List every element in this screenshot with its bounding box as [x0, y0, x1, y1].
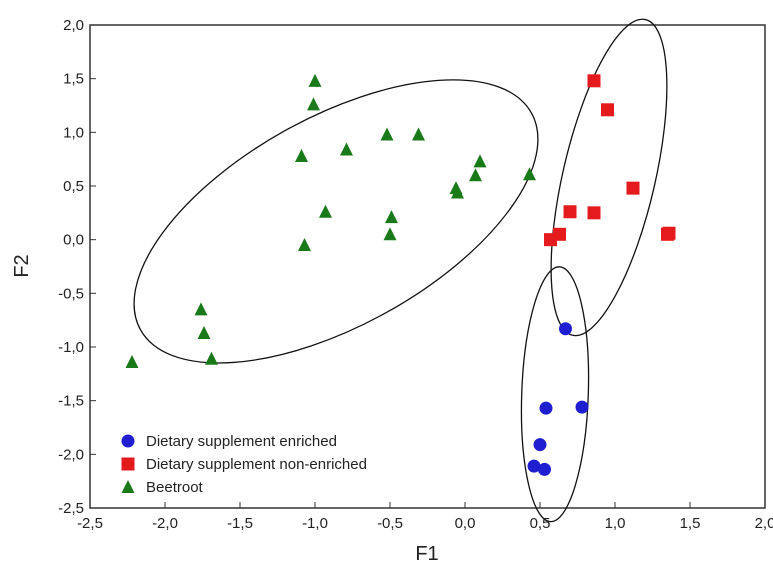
- square-point: [626, 181, 640, 195]
- y-tick-label: 1,5: [63, 71, 84, 88]
- circle-point: [539, 401, 553, 415]
- triangle-point: [307, 97, 320, 111]
- square-point: [587, 74, 601, 88]
- legend-label: Dietary supplement enriched: [146, 433, 337, 450]
- y-axis-title: F2: [11, 254, 33, 277]
- square-point: [544, 233, 557, 247]
- x-tick-label: -0,5: [377, 515, 403, 532]
- triangle-point: [473, 154, 487, 168]
- circle-point: [575, 400, 589, 414]
- plot-frame: [89, 24, 766, 509]
- x-tick-label: -2,0: [152, 515, 178, 532]
- y-tick-label: -1,0: [58, 339, 84, 356]
- triangle-point: [319, 204, 332, 218]
- triangle-point: [412, 127, 425, 141]
- y-tick-label: 2,0: [63, 17, 84, 34]
- legend-triangle-marker: [121, 480, 135, 493]
- triangle-point: [194, 302, 208, 316]
- x-tick-label: 0,5: [530, 515, 551, 532]
- circle-point: [538, 462, 551, 476]
- y-axis: -2,5 -2,0 -1,5 -1,0 -0,5 0,0 0,5 1,0 1,5 2,0: [58, 17, 96, 517]
- cluster-ellipse: [133, 79, 539, 364]
- triangle-point: [380, 127, 394, 141]
- cluster-ellipses: [133, 18, 668, 523]
- x-tick-label: 0,0: [455, 515, 476, 532]
- legend-label: Beetroot: [146, 479, 204, 496]
- triangle-point: [523, 167, 536, 181]
- x-tick-label: -1,0: [302, 515, 328, 532]
- triangle-point: [295, 148, 308, 162]
- y-tick-label: -0,5: [58, 285, 84, 302]
- square-point: [661, 227, 674, 241]
- triangle-point: [205, 351, 218, 365]
- triangle-point: [125, 355, 139, 369]
- x-tick-label: 2,0: [755, 515, 773, 532]
- y-tick-label: -2,5: [58, 500, 84, 517]
- x-tick-label: -2,5: [77, 515, 103, 532]
- cluster-ellipse: [520, 266, 590, 523]
- x-axis: -2,5 -2,0 -1,5 -1,0 -0,5 0,0 0,5 1,0 1,5 2,0: [77, 502, 773, 532]
- legend: Dietary supplement enriched Dietary suppl…: [121, 433, 367, 496]
- triangle-point: [469, 168, 482, 182]
- legend-label: Dietary supplement non-enriched: [146, 456, 367, 473]
- square-point: [601, 103, 614, 117]
- legend-circle-marker: [121, 434, 135, 448]
- y-tick-label: -2,0: [58, 446, 84, 463]
- y-tick-label: 0,5: [63, 178, 84, 195]
- triangle-point: [383, 227, 397, 241]
- x-tick-label: 1,5: [680, 515, 701, 532]
- x-tick-label: -1,5: [227, 515, 253, 532]
- square-point: [587, 206, 601, 220]
- triangle-point: [451, 185, 464, 199]
- triangle-point: [197, 326, 211, 340]
- legend-square-marker: [121, 457, 135, 471]
- y-tick-label: 1,0: [63, 124, 84, 141]
- circle-point: [527, 459, 541, 473]
- triangle-point: [340, 142, 353, 156]
- y-tick-label: -1,5: [58, 393, 84, 410]
- square-point: [563, 205, 577, 219]
- cluster-ellipse: [550, 18, 668, 337]
- x-axis-title: F1: [415, 543, 438, 565]
- x-tick-label: 1,0: [605, 515, 626, 532]
- data-points: [125, 73, 676, 476]
- triangle-point: [385, 210, 398, 224]
- triangle-point: [308, 73, 322, 87]
- circle-point: [559, 322, 572, 336]
- triangle-point: [298, 238, 311, 252]
- y-tick-label: 0,0: [63, 232, 84, 249]
- circle-point: [533, 438, 547, 452]
